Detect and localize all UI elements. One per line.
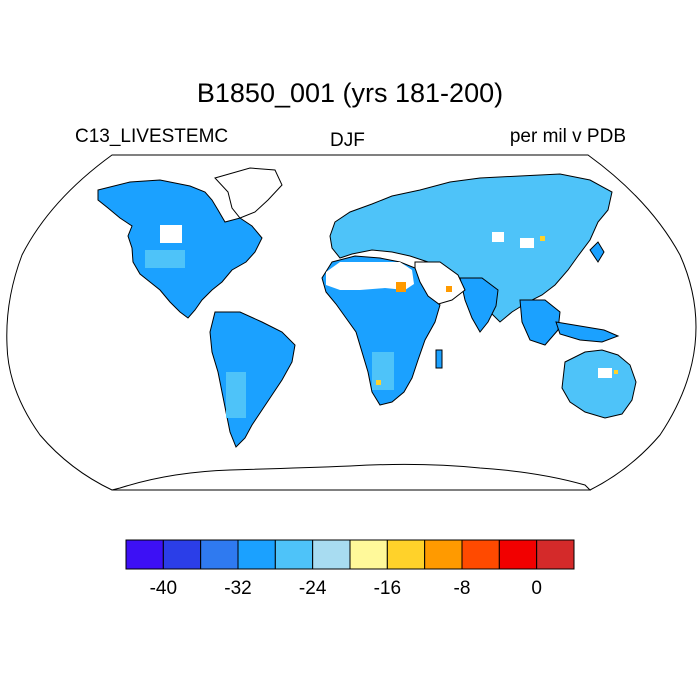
- region-australia: [561, 349, 637, 419]
- colorbar-tick-label: -32: [224, 578, 251, 599]
- colorbar-swatch-10: [498, 539, 538, 570]
- asia-white-patch-2: [520, 238, 534, 248]
- sahara-orange-patch: [396, 282, 406, 292]
- region-antarctica: [111, 463, 592, 491]
- colorbar-swatch-9: [461, 539, 500, 570]
- colorbar: -40 -32 -24 -16 -8 0: [125, 539, 575, 599]
- map-title: B1850_001 (yrs 181-200): [196, 78, 504, 108]
- colorbar-tick-label: -8: [454, 578, 471, 599]
- asia-white-patch-1: [492, 232, 504, 242]
- season-label: DJF: [330, 130, 365, 151]
- colorbar-tick-label: -16: [374, 578, 401, 599]
- sa-light-patch: [226, 372, 246, 418]
- colorbar-swatch-1: [162, 539, 202, 570]
- australia-white-patch: [598, 368, 612, 378]
- australia-yellow-dot: [614, 370, 618, 374]
- colorbar-tick-label: -24: [299, 578, 327, 599]
- region-north-america: [97, 179, 263, 319]
- colorbar-swatch-4: [274, 539, 314, 570]
- region-southeast-asia: [519, 299, 561, 346]
- africa-yellow-dot: [376, 380, 381, 385]
- region-europe-asia: [329, 173, 613, 323]
- na-light-patch: [145, 250, 185, 268]
- region-india: [459, 277, 499, 333]
- na-white-patch: [160, 225, 182, 243]
- region-greenland: [214, 167, 283, 219]
- colorbar-swatch-5: [312, 539, 351, 570]
- asia-orange-dot: [540, 236, 545, 241]
- colorbar-tick-label: -40: [150, 578, 177, 599]
- madagascar: [435, 349, 443, 369]
- arabia-orange-dot: [446, 286, 452, 292]
- variable-label: C13_LIVESTEMC: [75, 126, 229, 147]
- colorbar-tick-label: 0: [531, 578, 542, 599]
- region-japan: [589, 241, 605, 263]
- colorbar-swatch-6: [349, 539, 388, 570]
- colorbar-swatch-3: [237, 539, 276, 570]
- region-sahara: [326, 262, 414, 290]
- units-label: per mil v PDB: [509, 126, 626, 147]
- colorbar-swatch-7: [386, 539, 426, 570]
- colorbar-swatch-2: [200, 539, 239, 570]
- africa-light-patch: [372, 352, 394, 390]
- colorbar-swatch-8: [424, 539, 463, 570]
- region-indonesia: [555, 321, 620, 343]
- colorbar-swatch-0: [125, 539, 164, 570]
- region-africa: [321, 255, 441, 406]
- colorbar-swatch-11: [536, 539, 575, 570]
